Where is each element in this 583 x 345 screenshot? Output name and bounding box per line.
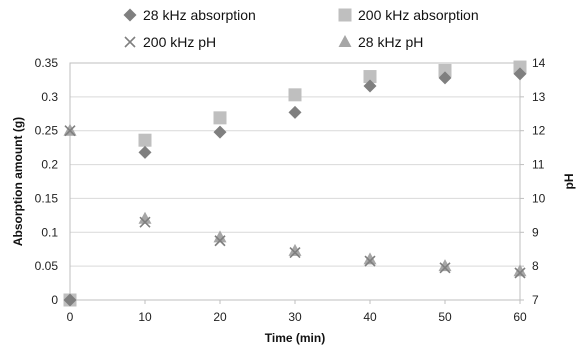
y2-tick-label: 10 xyxy=(532,191,546,205)
legend-label: 28 kHz pH xyxy=(358,34,423,50)
data-point xyxy=(64,125,76,137)
data-point xyxy=(363,70,377,84)
legend: 28 kHz absorption 200 kHz absorption 200 k… xyxy=(123,7,479,50)
x-axis: 0 10 20 30 40 50 60 xyxy=(67,300,527,324)
data-point xyxy=(438,259,452,272)
x-tick-label: 50 xyxy=(438,310,452,324)
data-point xyxy=(139,216,151,228)
data-point xyxy=(138,211,152,224)
data-point xyxy=(363,79,377,93)
legend-label: 200 kHz pH xyxy=(143,34,216,50)
y-tick-label: 0.2 xyxy=(41,158,58,172)
x-tick-label: 30 xyxy=(288,310,302,324)
y-tick-label: 0.05 xyxy=(35,259,59,273)
data-point xyxy=(214,235,226,247)
x-tick-label: 0 xyxy=(67,310,74,324)
legend-label: 28 kHz absorption xyxy=(143,7,256,23)
x-tick-label: 10 xyxy=(138,310,152,324)
x-tick-label: 20 xyxy=(213,310,227,324)
y2-tick-label: 8 xyxy=(532,259,539,273)
x-axis-title: Time (min) xyxy=(265,331,325,345)
data-point xyxy=(438,71,452,85)
y-axis-title: Absorption amount (g) xyxy=(11,117,25,246)
y2-tick-label: 14 xyxy=(532,56,546,70)
y2-tick-label: 9 xyxy=(532,225,539,239)
y-axis-left: 0 0.05 0.1 0.15 0.2 0.25 0.3 0.35 xyxy=(35,56,59,307)
data-point xyxy=(213,230,227,243)
data-point xyxy=(63,293,77,307)
data-point xyxy=(213,111,227,125)
data-point xyxy=(364,255,376,267)
y-tick-label: 0.3 xyxy=(41,90,58,104)
data-point xyxy=(439,262,451,274)
data-point xyxy=(513,264,527,277)
gridlines xyxy=(70,96,520,267)
x-tick-label: 60 xyxy=(513,310,527,324)
y-tick-label: 0 xyxy=(51,293,58,307)
data-point xyxy=(138,145,152,159)
y2-axis-title: pH xyxy=(562,174,576,190)
data-point xyxy=(288,105,302,119)
y-tick-label: 0.15 xyxy=(35,191,59,205)
data-point xyxy=(288,88,302,102)
legend-marker xyxy=(124,36,136,48)
data-point xyxy=(289,247,301,259)
y-tick-label: 0.1 xyxy=(41,225,58,239)
data-point xyxy=(138,133,152,147)
data-point xyxy=(514,267,526,279)
data-point xyxy=(438,63,452,77)
legend-label: 200 kHz absorption xyxy=(358,7,479,23)
y2-tick-label: 12 xyxy=(532,124,546,138)
x-tick-label: 40 xyxy=(363,310,377,324)
y-tick-label: 0.25 xyxy=(35,124,59,138)
y2-tick-label: 13 xyxy=(532,90,546,104)
y2-tick-label: 11 xyxy=(532,158,545,172)
data-point xyxy=(288,243,302,256)
data-point xyxy=(513,60,527,74)
y-tick-label: 0.35 xyxy=(35,56,59,70)
legend-marker xyxy=(123,8,137,22)
data-points xyxy=(63,60,527,307)
legend-marker xyxy=(338,8,352,22)
legend-marker xyxy=(338,35,352,47)
data-point xyxy=(363,252,377,265)
data-point xyxy=(213,125,227,139)
y2-tick-label: 7 xyxy=(532,293,539,307)
data-point xyxy=(513,67,527,81)
